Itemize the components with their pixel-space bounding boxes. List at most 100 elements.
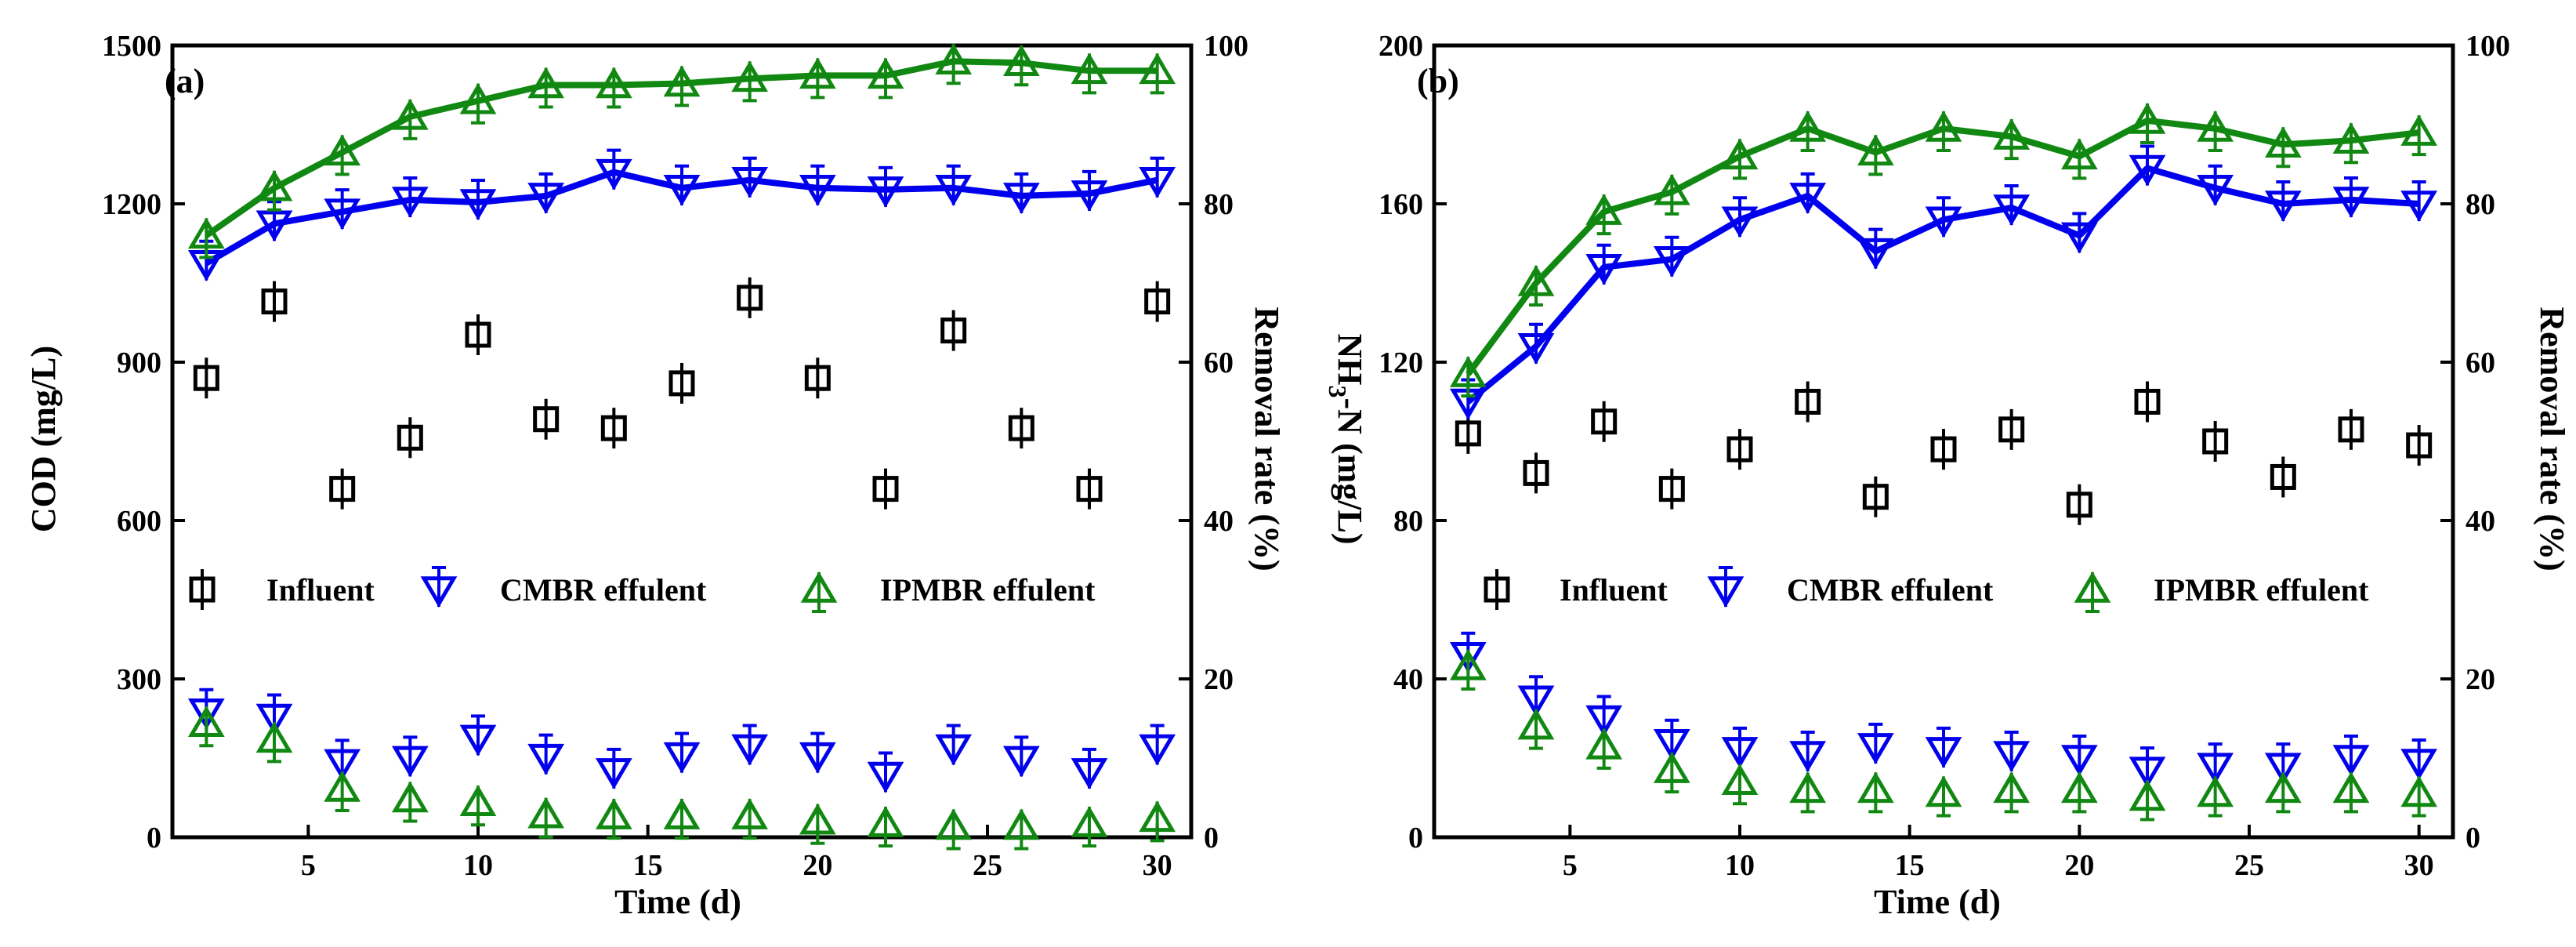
y-tick-label-left: 0 [1408, 822, 1423, 854]
data-point [255, 169, 293, 212]
x-axis-label: Time (d) [1874, 883, 2001, 921]
data-point [391, 781, 429, 823]
data-point [1585, 243, 1623, 285]
data-point [1008, 408, 1034, 449]
data-point [1002, 808, 1040, 851]
legend-label: Influent [1560, 572, 1668, 608]
y-axis-label-left: COD (mg/L) [24, 346, 63, 532]
data-point [2129, 144, 2166, 187]
data-point [1925, 196, 1962, 238]
data-point [1139, 800, 1176, 843]
data-point [1857, 771, 1894, 814]
y-tick-label-right: 60 [2465, 347, 2495, 379]
data-point [2129, 779, 2166, 822]
data-point [663, 798, 701, 840]
data-point [1002, 172, 1040, 214]
data-point [2197, 111, 2234, 153]
plot-frame [1432, 43, 2455, 840]
data-point [459, 82, 497, 125]
data-point [2060, 212, 2098, 254]
data-point [1993, 771, 2031, 814]
data-point [1721, 138, 1759, 180]
data-point [935, 43, 973, 85]
y-tick-label-left: 80 [1393, 505, 1423, 538]
data-point [2066, 484, 2092, 525]
x-tick-label: 25 [973, 849, 1002, 882]
data-point [1139, 724, 1176, 766]
y-tick-label-right: 20 [2465, 663, 2495, 696]
legend-marker [2074, 571, 2111, 613]
data-point [804, 357, 831, 399]
y-tick-label-right: 40 [1204, 505, 1234, 538]
data-point [1139, 53, 1176, 95]
y-tick-label-left: 200 [1379, 30, 1423, 63]
data-point [1721, 196, 1759, 238]
data-point [324, 134, 361, 176]
data-point [2129, 102, 2166, 144]
series-ipmbr-effulent [1449, 648, 2438, 822]
series-cmbr-removal-rate [187, 148, 1176, 281]
data-point [1002, 45, 1040, 87]
data-point [527, 172, 565, 214]
y-tick-label-left: 40 [1393, 663, 1423, 696]
data-point [2202, 421, 2229, 462]
y-tick-label-right: 60 [1204, 347, 1234, 379]
data-point [1789, 111, 1827, 153]
data-point [668, 362, 695, 404]
data-point [867, 57, 904, 100]
data-point [533, 398, 560, 440]
data-point [1076, 468, 1103, 510]
data-point [391, 176, 429, 218]
legend-label: IPMBR effulent [2154, 572, 2369, 608]
x-tick-label: 15 [633, 849, 663, 882]
data-point [187, 706, 225, 748]
data-point [731, 60, 769, 103]
data-point [1721, 726, 1759, 768]
legend-label: IPMBR effulent [880, 572, 1096, 608]
y-tick-label-left: 1200 [102, 188, 161, 221]
data-point [1653, 752, 1690, 794]
data-point [1862, 476, 1889, 517]
data-point [1857, 227, 1894, 270]
data-point [663, 731, 701, 774]
data-point [867, 751, 904, 793]
data-point [1071, 806, 1108, 848]
data-point [1591, 401, 1618, 442]
data-point [799, 164, 836, 206]
data-point [1071, 747, 1108, 789]
data-point [397, 417, 423, 459]
data-point [1523, 452, 1549, 494]
data-point [2060, 138, 2098, 180]
data-point [1726, 429, 1753, 470]
x-axis-label: Time (d) [614, 883, 741, 921]
data-point [391, 735, 429, 778]
data-point [1144, 281, 1171, 322]
data-point [1517, 265, 1555, 307]
data-point [2060, 771, 2098, 814]
series-cmbr-effulent [187, 688, 1176, 793]
y-tick-label-right: 40 [2465, 505, 2495, 538]
y-tick-label-left: 120 [1379, 347, 1423, 379]
data-point [935, 808, 973, 851]
series-ipmbr-removal-rate [1449, 102, 2438, 398]
data-point [737, 277, 763, 318]
data-point [459, 178, 497, 220]
data-point [2264, 771, 2302, 814]
data-point [459, 785, 497, 827]
data-point [1795, 381, 1821, 423]
legend-marker [1707, 566, 1745, 608]
x-tick-label: 5 [301, 849, 316, 882]
y-tick-label-right: 0 [2465, 822, 2480, 854]
y-axis-label-right: Removal rate (%) [2533, 307, 2571, 571]
data-point [2060, 735, 2098, 776]
data-point [867, 806, 904, 848]
data-point [1857, 134, 1894, 176]
y-tick-label-right: 100 [1204, 30, 1248, 63]
legend: Influent CMBR effulent IPMBR effulent [1484, 566, 2369, 613]
data-point [595, 747, 632, 789]
data-point [1517, 322, 1555, 365]
data-point [1585, 194, 1623, 236]
data-point [187, 217, 225, 259]
